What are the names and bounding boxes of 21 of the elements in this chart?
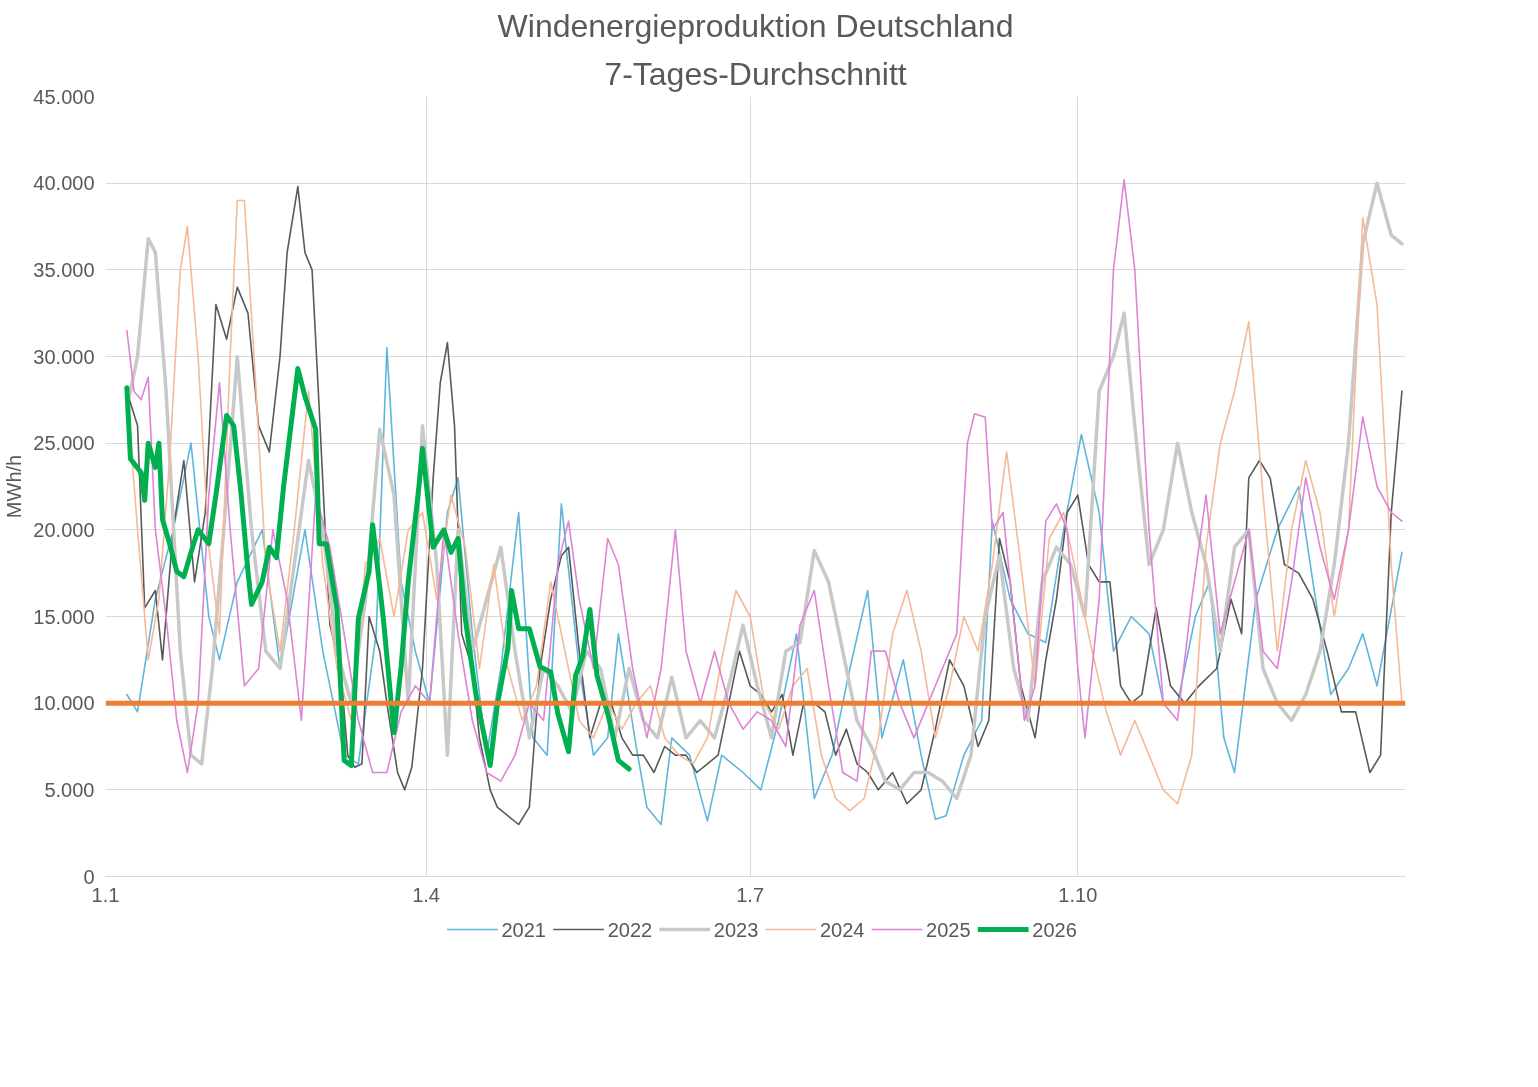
chart-subtitle: 7-Tages-Durchschnitt (604, 55, 907, 92)
legend-label: 2021 (501, 918, 546, 941)
y-tick-label: 10.000 (33, 692, 95, 715)
legend-label: 2025 (926, 918, 971, 941)
y-tick-label: 25.000 (33, 432, 95, 455)
y-tick-label: 40.000 (33, 172, 95, 195)
y-tick-label: 20.000 (33, 518, 95, 541)
y-tick-label: 35.000 (33, 258, 95, 281)
y-tick-label: 45.000 (33, 85, 95, 108)
x-tick-label: 1.10 (1058, 883, 1098, 906)
chart-title: Windenergieproduktion Deutschland (497, 7, 1014, 44)
legend-label: 2022 (607, 918, 653, 941)
legend-label: 2023 (713, 918, 759, 941)
x-tick-label: 1.7 (736, 883, 765, 906)
y-tick-label: 15.000 (33, 605, 95, 628)
x-tick-label: 1.4 (412, 883, 440, 906)
y-tick-label: 30.000 (33, 345, 95, 368)
legend-label: 2024 (819, 918, 865, 941)
y-axis-title: MWh/h (3, 454, 26, 519)
legend-label: 2026 (1032, 918, 1077, 941)
y-tick-label: 5.000 (44, 778, 95, 801)
